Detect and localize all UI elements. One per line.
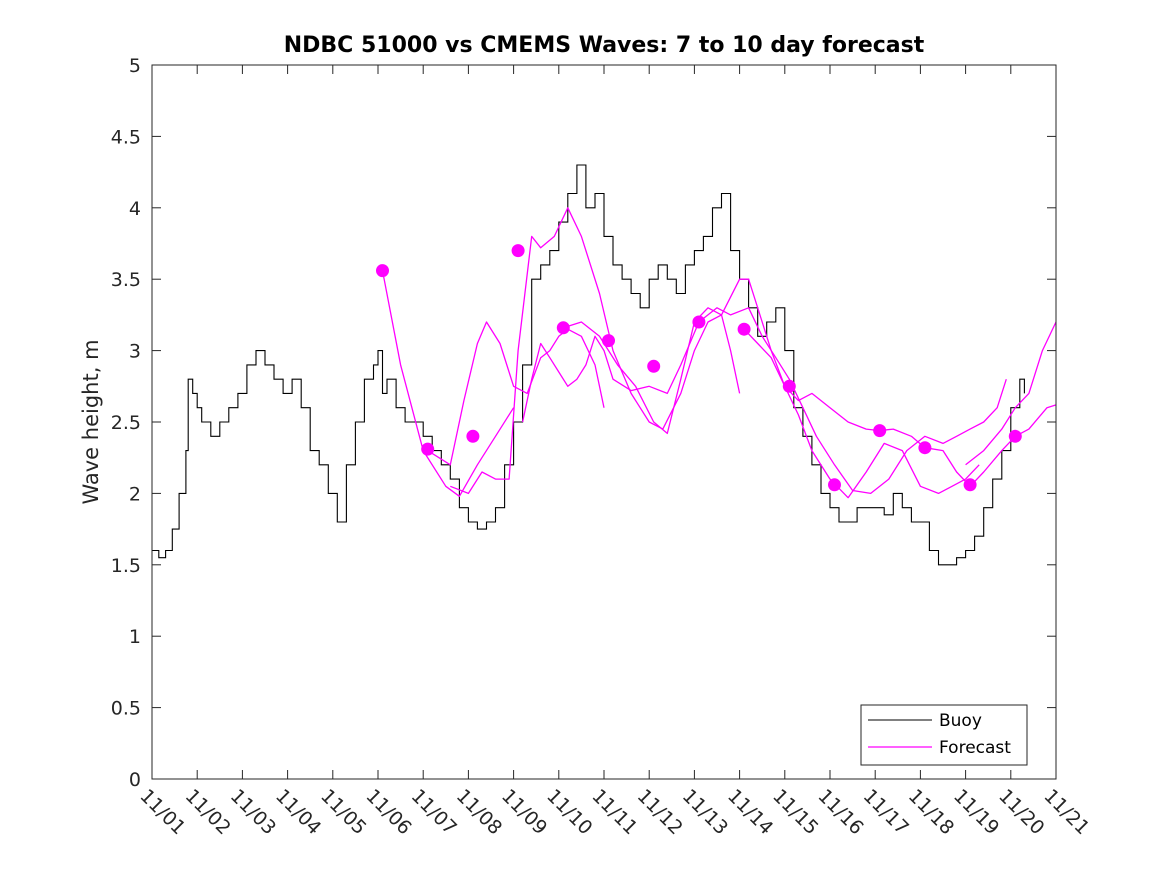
legend-buoy-label: Buoy <box>939 711 982 731</box>
y-tick-label: 2 <box>129 483 141 505</box>
y-axis-label: Wave height, m <box>79 339 103 504</box>
forecast-marker <box>421 442 435 456</box>
forecast-marker <box>466 429 480 443</box>
legend-box <box>860 704 1028 766</box>
y-tick-label: 0.5 <box>111 698 141 720</box>
forecast-marker <box>556 321 570 335</box>
y-tick-label: 3 <box>129 341 141 363</box>
forecast-run-line-1 <box>381 270 515 497</box>
forecast-marker <box>737 322 751 336</box>
y-tick-label: 5 <box>129 55 141 77</box>
forecast-marker <box>828 478 841 492</box>
y-tick-label: 0 <box>129 769 141 791</box>
forecast-marker <box>782 379 796 393</box>
forecast-marker <box>692 315 706 329</box>
forecast-run-line-5 <box>563 278 980 499</box>
y-tick-label: 2.5 <box>111 412 141 434</box>
y-tick-label: 1 <box>129 626 141 648</box>
legend: Buoy Forecast <box>860 704 1028 766</box>
buoy-series-line <box>152 164 1025 566</box>
forecast-marker <box>963 478 977 492</box>
forecast-marker <box>602 334 615 348</box>
forecast-run-line-6 <box>743 328 1057 487</box>
y-tick-label: 3.5 <box>111 269 141 291</box>
series-layer <box>152 164 1057 566</box>
forecast-run-line-2 <box>431 321 605 466</box>
forecast-run-line-3 <box>450 207 741 495</box>
y-tick-label: 1.5 <box>111 555 141 577</box>
y-tick-label: 4 <box>129 198 141 220</box>
forecast-marker <box>918 441 932 455</box>
forecast-run-line-7 <box>965 321 1057 466</box>
forecast-marker <box>1008 429 1022 443</box>
legend-forecast-label: Forecast <box>939 738 1011 758</box>
forecast-run-line-4 <box>521 307 1007 495</box>
y-tick-label: 4.5 <box>111 126 141 148</box>
forecast-marker <box>511 244 525 258</box>
forecast-marker <box>647 359 661 373</box>
forecast-marker <box>376 264 389 278</box>
chart-title: NDBC 51000 vs CMEMS Waves: 7 to 10 day f… <box>284 33 925 58</box>
forecast-marker <box>873 424 887 438</box>
